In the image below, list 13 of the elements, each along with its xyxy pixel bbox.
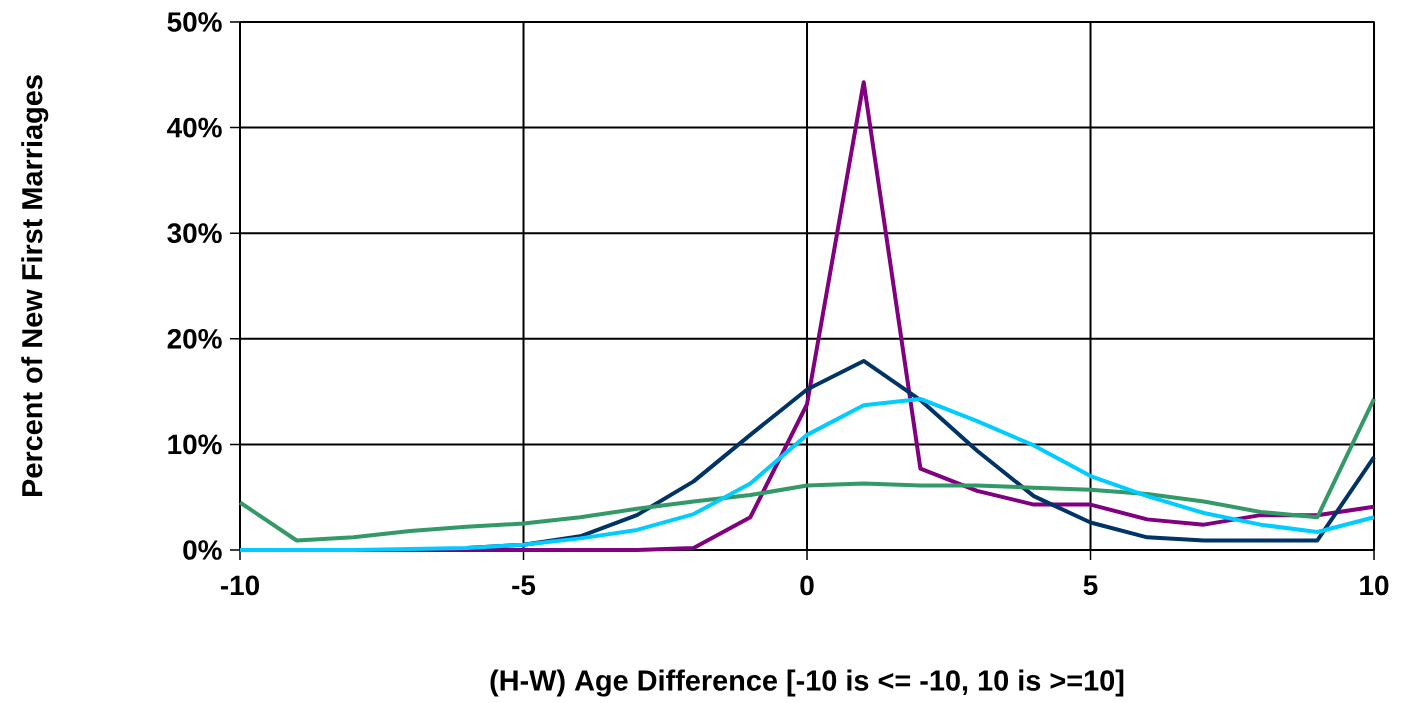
x-tick-label: -5 — [512, 575, 536, 595]
x-tick-label: 5 — [1083, 575, 1098, 595]
y-tick-label: 30% — [167, 223, 222, 244]
y-tick-label: 50% — [167, 12, 222, 32]
y-tick-label: 0% — [183, 540, 222, 560]
x-tick-label: -10 — [220, 575, 260, 596]
y-tick-label: 20% — [167, 328, 222, 349]
x-axis-title: (H-W) Age Difference [-10 is <= -10, 10 is >=10] — [490, 669, 1124, 697]
x-tick-label: 0 — [800, 575, 814, 596]
y-tick-label: 40% — [167, 117, 222, 138]
y-axis-title: Percent of New First Marriages — [21, 75, 49, 496]
x-tick-label: 10 — [1360, 575, 1389, 596]
y-tick-label: 10% — [168, 434, 222, 455]
